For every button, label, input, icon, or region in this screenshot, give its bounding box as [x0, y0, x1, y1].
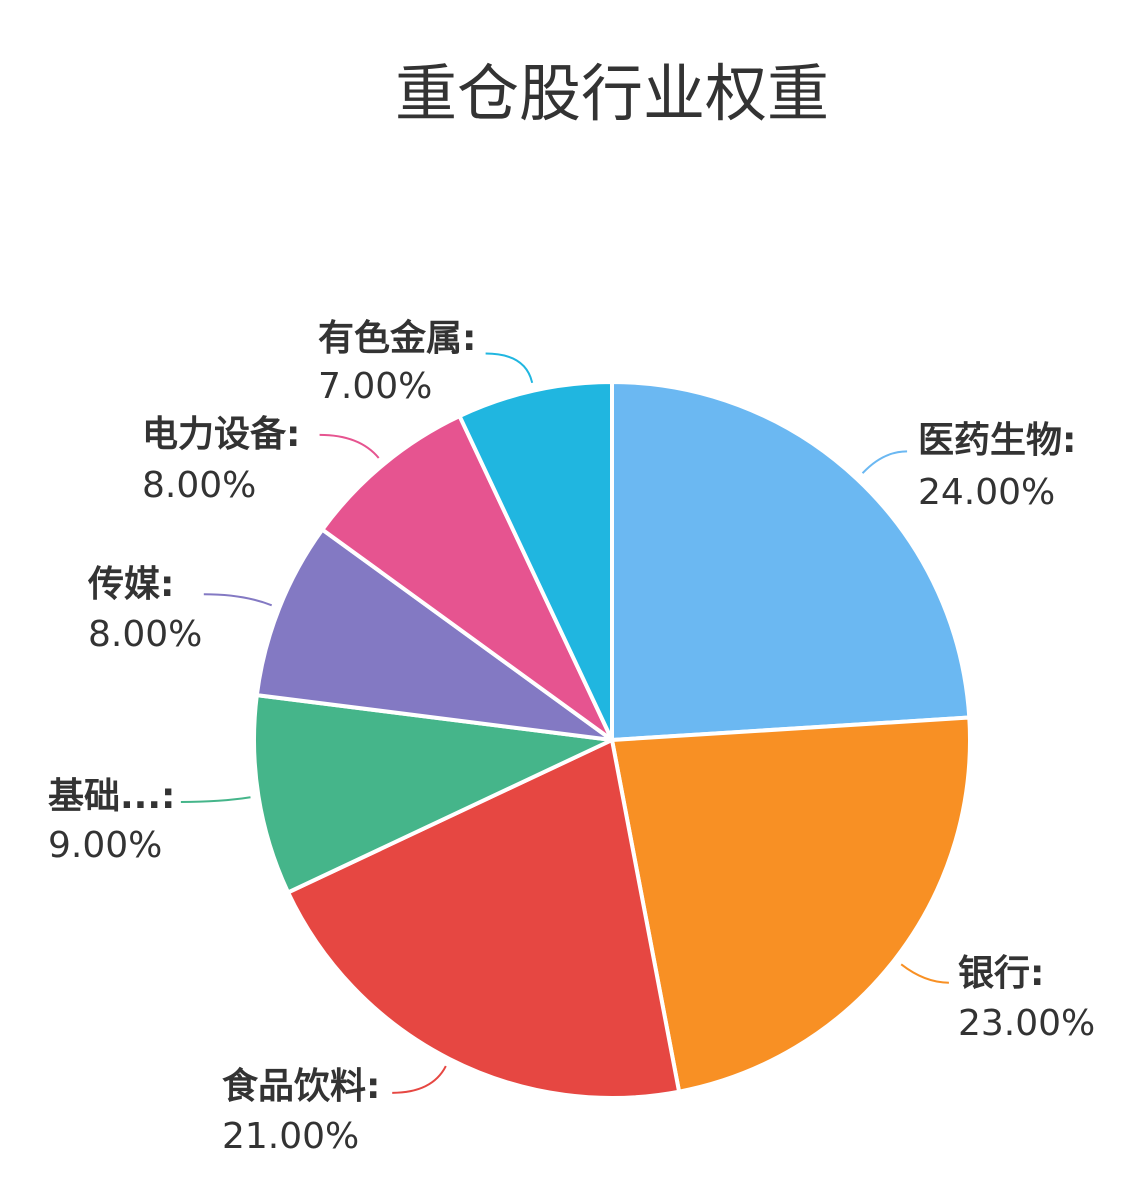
pie-slice-7	[457, 380, 614, 742]
pie-slice-1	[610, 380, 972, 742]
slice-label-name-1: 医药生物:	[918, 420, 1076, 461]
pie-slice-4	[252, 693, 614, 895]
slice-label-value-7: 7.00%	[318, 366, 432, 407]
pie-slice-3	[286, 738, 682, 1100]
slice-label-name-6: 电力设备:	[142, 414, 300, 455]
leader-line-6	[319, 433, 380, 459]
label-leader-lines	[180, 352, 949, 1094]
slice-label-name-7: 有色金属:	[318, 317, 476, 359]
slice-label-name-4: 基础...:	[48, 776, 175, 817]
leader-line-3	[392, 1065, 447, 1094]
leader-line-5	[203, 593, 273, 607]
leader-line-2	[900, 963, 949, 984]
slice-label-value-6: 8.00%	[142, 465, 256, 506]
leader-line-7	[485, 352, 534, 384]
slice-label-value-4: 9.00%	[48, 825, 162, 866]
slice-label-value-2: 23.00%	[958, 1003, 1095, 1044]
slice-label-name-3: 食品饮料:	[222, 1066, 380, 1107]
pie-slice-5	[254, 527, 614, 742]
slice-label-value-1: 24.00%	[918, 472, 1055, 513]
pie-slice-2	[610, 715, 972, 1094]
leader-line-4	[180, 796, 251, 803]
slice-labels: 医药生物: 24.00% 银行: 23.00% 食品饮料: 21.00% 基础...: 9.0…	[48, 317, 1095, 1157]
slice-label-value-5: 8.00%	[88, 614, 202, 655]
slice-label-name-2: 银行:	[958, 953, 1044, 994]
pie-slice-6	[320, 414, 614, 742]
leader-line-1	[861, 450, 908, 474]
slice-label-name-5: 传媒:	[87, 564, 174, 605]
pie-slices	[252, 380, 972, 1100]
chart-title: 重仓股行业权重	[395, 57, 829, 130]
slice-label-value-3: 21.00%	[222, 1116, 359, 1157]
